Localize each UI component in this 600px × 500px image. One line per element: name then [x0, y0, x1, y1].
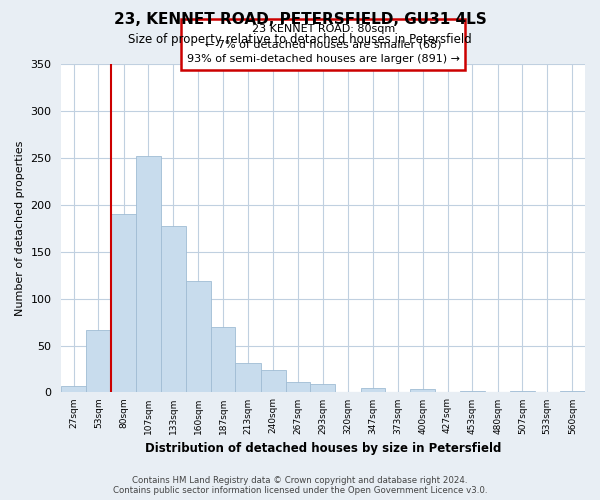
Bar: [260, 370, 286, 392]
Bar: [460, 390, 485, 392]
Bar: [410, 388, 436, 392]
Text: Contains HM Land Registry data © Crown copyright and database right 2024.
Contai: Contains HM Land Registry data © Crown c…: [113, 476, 487, 495]
Text: Size of property relative to detached houses in Petersfield: Size of property relative to detached ho…: [128, 32, 472, 46]
Bar: [235, 364, 260, 392]
Text: 23, KENNET ROAD, PETERSFIELD, GU31 4LS: 23, KENNET ROAD, PETERSFIELD, GU31 4LS: [113, 12, 487, 28]
Bar: [136, 156, 161, 392]
Bar: [186, 281, 211, 392]
Bar: [61, 386, 86, 392]
Bar: [310, 384, 335, 392]
Bar: [111, 214, 136, 392]
Bar: [286, 382, 310, 392]
Text: 23 KENNET ROAD: 80sqm
← 7% of detached houses are smaller (68)
93% of semi-detac: 23 KENNET ROAD: 80sqm ← 7% of detached h…: [187, 24, 460, 64]
Bar: [86, 330, 111, 392]
Bar: [161, 226, 186, 392]
X-axis label: Distribution of detached houses by size in Petersfield: Distribution of detached houses by size …: [145, 442, 502, 455]
Bar: [211, 326, 235, 392]
Bar: [361, 388, 385, 392]
Y-axis label: Number of detached properties: Number of detached properties: [15, 140, 25, 316]
